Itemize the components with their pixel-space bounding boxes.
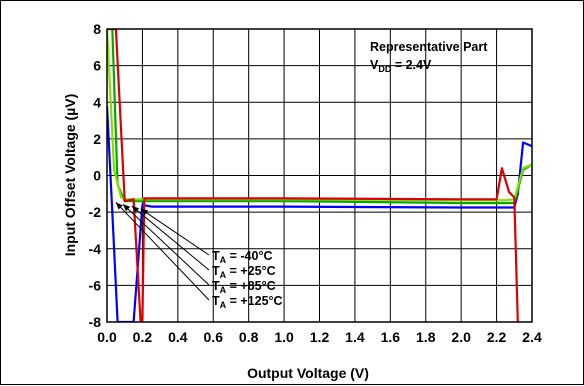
- note-line-1: Representative Part: [370, 40, 488, 54]
- x-tick-label: 2.2: [487, 329, 507, 345]
- y-tick-label: 2: [93, 131, 101, 147]
- note-vdd-sub: DD: [378, 64, 391, 74]
- y-axis-title: Input Offset Voltage (µV): [62, 94, 78, 257]
- series-label-t: T: [212, 264, 220, 278]
- series-label-temp: = +25°C: [226, 264, 275, 278]
- arrowhead-3: [115, 202, 123, 210]
- series-label-sub: A: [220, 270, 227, 280]
- series-label-t: T: [212, 279, 220, 293]
- x-tick-label: 0.4: [168, 329, 188, 345]
- grid: [106, 28, 533, 323]
- note-vdd-value: = 2.4V: [391, 58, 432, 72]
- x-tick-label: 1.8: [416, 329, 436, 345]
- series-label-temp: = -40°C: [226, 249, 272, 263]
- y-tick-label: -2: [89, 204, 102, 220]
- series-label-temp: = +125°C: [226, 294, 282, 308]
- series-label-sub: A: [220, 255, 227, 265]
- arrowhead-0: [140, 208, 149, 216]
- y-tick-label: -6: [89, 277, 102, 293]
- series-label-temp: = +85°C: [226, 279, 275, 293]
- x-tick-label: 1.0: [274, 329, 294, 345]
- tick-labels: 0.0 0.2 0.4 0.6 0.8 1.0 1.2 1.4 1.6 1.8 2.0 2.2 2.4 8…: [89, 21, 542, 345]
- series-label-2: TA = +85°C: [212, 279, 276, 295]
- y-tick-label: 8: [93, 21, 101, 37]
- leader-line-1: [131, 205, 210, 271]
- representative-part-note: Representative Part VDD = 2.4V: [370, 40, 488, 74]
- x-tick-label: 1.6: [381, 329, 401, 345]
- x-tick-label: 0.0: [97, 329, 117, 345]
- x-tick-label: 1.4: [345, 329, 365, 345]
- series-label-3: TA = +125°C: [212, 294, 283, 310]
- y-tick-label: -4: [89, 241, 102, 257]
- annotations: TA = -40°CTA = +25°CTA = +85°CTA = +125°…: [115, 202, 283, 310]
- leader-line-2: [122, 203, 210, 286]
- arrowhead-2: [122, 204, 131, 212]
- y-tick-label: 0: [93, 168, 101, 184]
- note-vdd-v: V: [370, 58, 379, 72]
- arrowhead-1: [131, 206, 140, 213]
- note-line-2: VDD = 2.4V: [370, 58, 432, 74]
- y-tick-label: 4: [93, 94, 101, 110]
- series-line-3: [107, 29, 519, 322]
- series-label-sub: A: [220, 300, 227, 310]
- y-tick-label: -8: [89, 314, 102, 330]
- plot-border: [106, 28, 533, 323]
- x-tick-label: 2.4: [522, 329, 542, 345]
- series-lines: [107, 29, 532, 322]
- series-label-sub: A: [220, 285, 227, 295]
- series-label-t: T: [212, 294, 220, 308]
- y-tick-label: 6: [93, 58, 101, 74]
- series-label-0: TA = -40°C: [212, 249, 272, 265]
- series-label-1: TA = +25°C: [212, 264, 276, 280]
- series-label-t: T: [212, 249, 220, 263]
- x-tick-label: 0.2: [133, 329, 153, 345]
- x-tick-label: 0.6: [204, 329, 224, 345]
- leader-line-0: [140, 208, 210, 256]
- leader-line-3: [115, 202, 210, 301]
- x-tick-label: 2.0: [451, 329, 471, 345]
- x-tick-label: 0.8: [239, 329, 259, 345]
- x-axis-title: Output Voltage (V): [247, 365, 369, 381]
- x-tick-label: 1.2: [310, 329, 330, 345]
